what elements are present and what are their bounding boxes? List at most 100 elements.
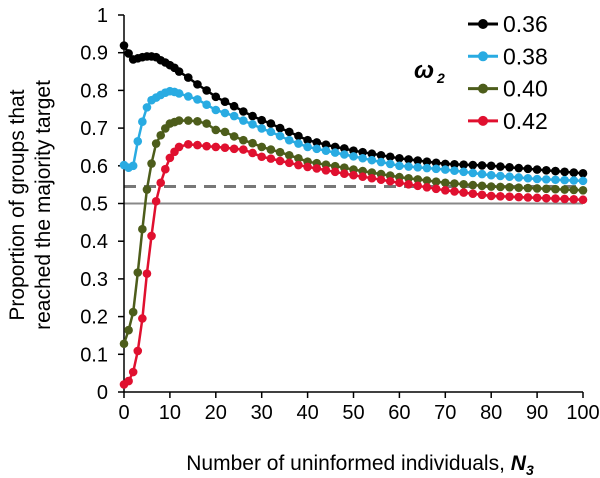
y-tick-label: 0.9 (80, 43, 108, 65)
y-axis-title-line-2: reached the majority target (32, 80, 55, 330)
data-point (211, 142, 221, 152)
data-point (413, 156, 423, 165)
data-point (404, 173, 413, 183)
data-point (477, 181, 487, 191)
data-point (239, 116, 248, 125)
data-point (133, 346, 143, 356)
series-group (119, 41, 588, 389)
data-point (468, 189, 478, 198)
y-tick-label: 0.5 (80, 194, 108, 216)
data-point (578, 176, 588, 186)
data-point (211, 105, 221, 115)
data-point (220, 127, 230, 137)
data-point (514, 173, 524, 182)
data-point (275, 131, 285, 141)
data-point (239, 107, 248, 116)
legend-entry: 0.40 (468, 76, 548, 102)
data-point (468, 180, 478, 190)
data-point (312, 138, 322, 147)
y-tick-label: 1 (97, 5, 108, 27)
data-point (541, 184, 551, 194)
data-point (330, 148, 340, 157)
y-tick-label: 0.2 (80, 307, 108, 329)
data-point (202, 86, 211, 95)
legend-label: 0.40 (503, 76, 548, 102)
data-point (569, 176, 579, 185)
data-point (161, 164, 170, 174)
data-point (202, 141, 211, 151)
data-point (404, 179, 413, 189)
data-point (239, 145, 248, 154)
data-point (505, 172, 514, 182)
data-point (248, 138, 257, 148)
data-point (404, 155, 413, 164)
data-point (532, 184, 542, 193)
data-point (294, 131, 303, 141)
data-point (138, 117, 147, 126)
data-point (441, 165, 450, 174)
data-point (284, 150, 294, 160)
data-point (459, 179, 468, 189)
data-point (551, 175, 560, 185)
data-point (183, 73, 193, 82)
y-tick-label: 0.7 (80, 118, 108, 140)
data-point (496, 162, 505, 171)
data-point (340, 163, 349, 172)
axes: 00.10.20.30.40.50.60.70.80.910 10 20 30 40 50… (80, 5, 600, 424)
data-point (514, 183, 524, 192)
data-point (138, 314, 147, 323)
data-point (349, 152, 358, 161)
data-point (284, 158, 294, 168)
legend-entry: 0.38 (468, 43, 548, 69)
data-point (151, 196, 161, 206)
y-tick-label: 0.3 (80, 269, 108, 291)
data-point (441, 178, 450, 188)
data-point (128, 307, 138, 317)
data-point (165, 153, 175, 163)
data-point (312, 164, 322, 173)
data-point (551, 184, 560, 194)
data-point (321, 140, 331, 149)
data-point (551, 194, 560, 203)
legend-marker (478, 83, 488, 94)
legend-entry: 0.42 (468, 108, 548, 134)
data-point (229, 101, 239, 111)
data-point (229, 111, 239, 121)
data-point (431, 184, 441, 194)
data-point (211, 92, 221, 102)
data-point (551, 166, 560, 176)
data-point (422, 163, 432, 173)
data-point (385, 176, 395, 186)
data-point (321, 166, 331, 175)
data-point (541, 166, 551, 175)
data-point (450, 159, 459, 169)
data-point (578, 195, 588, 205)
data-point (349, 170, 358, 180)
data-point (358, 153, 367, 163)
data-point (541, 193, 551, 203)
y-axis-title: Proportion of groups that reached the ma… (6, 80, 55, 330)
data-point (578, 169, 588, 178)
data-point (459, 167, 468, 177)
data-point (532, 174, 542, 184)
data-point (128, 367, 138, 377)
x-tick-label: 0 (118, 402, 129, 424)
data-point (330, 167, 340, 177)
data-point (532, 193, 542, 203)
data-point (119, 41, 129, 50)
data-point (174, 89, 184, 98)
data-point (156, 130, 166, 140)
data-point (340, 169, 349, 179)
data-point (312, 144, 322, 154)
data-point (532, 165, 542, 174)
data-point (560, 175, 569, 185)
data-point (496, 192, 505, 201)
x-tick-label: 80 (480, 402, 502, 424)
legend-marker (478, 115, 488, 126)
data-point (124, 49, 133, 58)
legend-label: 0.36 (503, 11, 548, 37)
data-point (220, 97, 230, 107)
legend-marker (478, 51, 488, 62)
